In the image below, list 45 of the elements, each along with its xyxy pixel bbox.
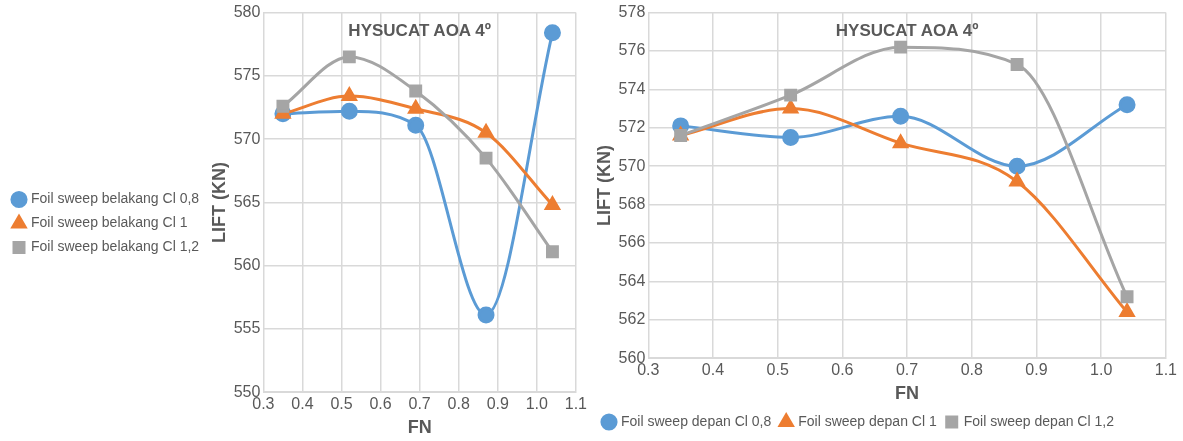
y-tick-label: 566 (618, 233, 646, 251)
legend-label: Foil sweep belakang Cl 0,8 (31, 190, 200, 207)
x-tick-label: 0.9 (1025, 361, 1048, 379)
y-tick-label: 564 (618, 271, 646, 289)
x-tick-label: 0.4 (701, 361, 725, 379)
x-tick-label: 0.7 (895, 361, 919, 379)
x-axis-title: FN (407, 417, 432, 438)
y-tick-label: 555 (233, 319, 261, 337)
x-tick-label: 0.3 (252, 395, 275, 413)
x-tick-label: 0.8 (960, 361, 983, 379)
legend-label: Foil sweep depan Cl 0,8 (621, 412, 772, 429)
y-tick-label: 574 (618, 79, 646, 97)
x-tick-label: 0.6 (369, 395, 392, 413)
x-tick-label: 0.7 (408, 395, 431, 413)
y-tick-label: 562 (618, 310, 646, 328)
x-tick-label: 0.6 (831, 361, 854, 379)
y-tick-label: 576 (618, 41, 646, 59)
y-tick-label: 568 (618, 195, 646, 213)
y-tick-label: 570 (618, 156, 646, 174)
legend-label: Foil sweep depan Cl 1 (798, 412, 937, 429)
y-tick-label: 560 (233, 256, 261, 274)
y-axis-title: LIFT (KN) (208, 161, 229, 243)
x-tick-label: 1.0 (1090, 361, 1113, 379)
text: HYSUCAT AOA 4º (835, 20, 979, 40)
legend-label: Foil sweep belakang Cl 1,2 (31, 238, 200, 255)
x-tick-label: 0.3 (637, 361, 660, 379)
x-tick-label: 0.5 (330, 395, 353, 413)
x-tick-label: 0.9 (486, 395, 509, 413)
text: HYSUCAT AOA 4º (348, 20, 491, 40)
x-tick-label: 1.1 (564, 395, 588, 413)
x-tick-label: 0.8 (447, 395, 470, 413)
y-tick-label: 572 (618, 118, 646, 136)
legend-label: Foil sweep depan Cl 1,2 (963, 412, 1115, 429)
y-tick-label: 578 (618, 3, 646, 21)
y-axis-title: LIFT (KN) (593, 144, 614, 226)
x-tick-label: 0.4 (291, 395, 314, 413)
y-tick-label: 570 (233, 129, 261, 147)
x-tick-label: 0.5 (766, 361, 789, 379)
x-tick-label: 1.0 (525, 395, 549, 413)
x-tick-label: 1.1 (1154, 361, 1178, 379)
legend-label: Foil sweep belakang Cl 1 (31, 214, 188, 231)
y-tick-label: 580 (233, 3, 261, 21)
y-tick-label: 565 (233, 192, 261, 210)
x-axis-title: FN (895, 383, 920, 404)
y-tick-label: 575 (233, 66, 261, 84)
